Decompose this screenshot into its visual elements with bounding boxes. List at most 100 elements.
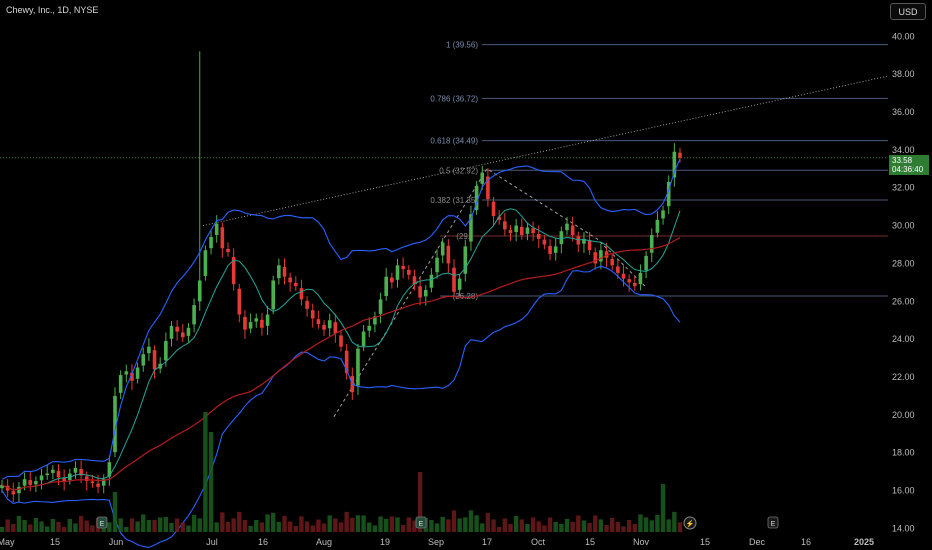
- candle-body: [90, 481, 95, 483]
- fib-level-label: 0.382 (31.35): [430, 196, 478, 205]
- volume-bar: [180, 522, 185, 532]
- currency-button[interactable]: USD: [890, 3, 926, 20]
- volume-bar: [638, 514, 643, 532]
- candle-body: [587, 240, 592, 251]
- volume-bar: [67, 518, 72, 532]
- candle-body: [542, 239, 547, 245]
- dividend-icon[interactable]: [683, 516, 697, 530]
- volume-bar: [457, 518, 462, 532]
- y-tick-label: 18.00: [892, 448, 915, 458]
- volume-bar: [225, 521, 231, 532]
- candle-body: [282, 267, 287, 277]
- volume-bar: [542, 525, 547, 532]
- candle-body: [373, 316, 377, 325]
- volume-bar: [254, 519, 259, 532]
- y-tick-label: 20.00: [892, 410, 915, 420]
- candle-body: [62, 477, 66, 482]
- volume-bar: [333, 518, 338, 532]
- volume-bar: [33, 517, 39, 532]
- candle-body: [277, 265, 281, 279]
- candle-body: [423, 289, 428, 297]
- volume-bar: [400, 524, 406, 532]
- candle-body: [243, 316, 247, 330]
- volume-bar: [78, 515, 84, 532]
- volume-bar: [135, 521, 140, 532]
- candle-body: [390, 277, 394, 283]
- volume-bar: [666, 519, 671, 532]
- candle-body: [265, 314, 270, 326]
- volume-bar: [677, 522, 683, 532]
- candle-body: [666, 182, 671, 207]
- volume-bar: [378, 516, 383, 532]
- volume-bar: [208, 432, 214, 532]
- y-tick-label: 30.00: [892, 221, 915, 231]
- candle-body: [525, 227, 530, 234]
- y-tick-label: 40.00: [892, 31, 915, 41]
- x-tick-label: 2025: [854, 537, 874, 547]
- candle-body: [678, 152, 682, 158]
- x-tick-label: Nov: [633, 537, 650, 547]
- volume-bar: [429, 519, 434, 532]
- volume-bar: [384, 518, 389, 532]
- dividend-icon-glyph: ⚡: [686, 519, 695, 528]
- earnings-marker[interactable]: [767, 516, 779, 529]
- volume-bar: [129, 518, 135, 532]
- candle-body: [124, 371, 129, 375]
- volume-bar: [587, 522, 592, 532]
- volume-bar: [570, 521, 575, 532]
- earnings-marker[interactable]: [415, 516, 427, 529]
- volume-bar: [406, 517, 411, 532]
- volume-bar: [604, 524, 609, 532]
- volume-bar: [350, 517, 355, 532]
- candle-body: [220, 227, 225, 249]
- candle-body: [22, 479, 27, 486]
- volume-bar: [660, 484, 666, 532]
- volume-bar: [39, 521, 44, 532]
- candle-body: [322, 324, 326, 330]
- candle-body: [101, 479, 106, 486]
- volume-bar: [287, 521, 293, 532]
- volume-bar: [73, 523, 78, 532]
- y-tick-label: 36.00: [892, 107, 915, 117]
- candle-body: [384, 276, 388, 296]
- volume-bar: [203, 412, 208, 532]
- candle-body: [135, 367, 140, 379]
- volume-bar: [146, 519, 152, 532]
- volume-bar: [559, 523, 564, 532]
- candle-body: [203, 250, 208, 276]
- volume-bar: [626, 519, 632, 532]
- x-tick-label: Sep: [428, 537, 444, 547]
- fib-level-label: 0.5 (32.92): [439, 166, 478, 175]
- volume-bar: [310, 525, 315, 532]
- candle-body: [169, 325, 174, 339]
- volume-bar: [276, 521, 282, 532]
- volume-bar: [299, 516, 304, 532]
- fib-level-label: (29.: [456, 232, 470, 241]
- volume-bar: [304, 521, 310, 532]
- candle-body: [361, 331, 366, 347]
- candle-body: [593, 252, 598, 264]
- candle-body: [457, 278, 462, 290]
- candle-body: [254, 318, 259, 322]
- pattern-zigzag[interactable]: [333, 168, 646, 418]
- volume-bar: [158, 517, 163, 532]
- volume-bar: [525, 523, 530, 532]
- x-tick-label: 19: [380, 537, 390, 547]
- candle-body: [616, 266, 620, 273]
- candle-body: [655, 219, 660, 233]
- volume-bar: [191, 514, 197, 532]
- y-tick-label: 38.00: [892, 69, 915, 79]
- candle-body: [644, 255, 648, 271]
- candle-body: [520, 226, 524, 236]
- candle-body: [486, 176, 490, 200]
- candle-body: [237, 288, 242, 315]
- y-tick-label: 22.00: [892, 372, 915, 382]
- volume-bar: [564, 518, 570, 532]
- earnings-marker[interactable]: [96, 516, 108, 529]
- volume-bar: [321, 523, 327, 532]
- volume-bar: [389, 516, 395, 532]
- volume-bar: [242, 519, 248, 532]
- volume-bar: [474, 515, 479, 532]
- x-tick-label: 16: [801, 537, 811, 547]
